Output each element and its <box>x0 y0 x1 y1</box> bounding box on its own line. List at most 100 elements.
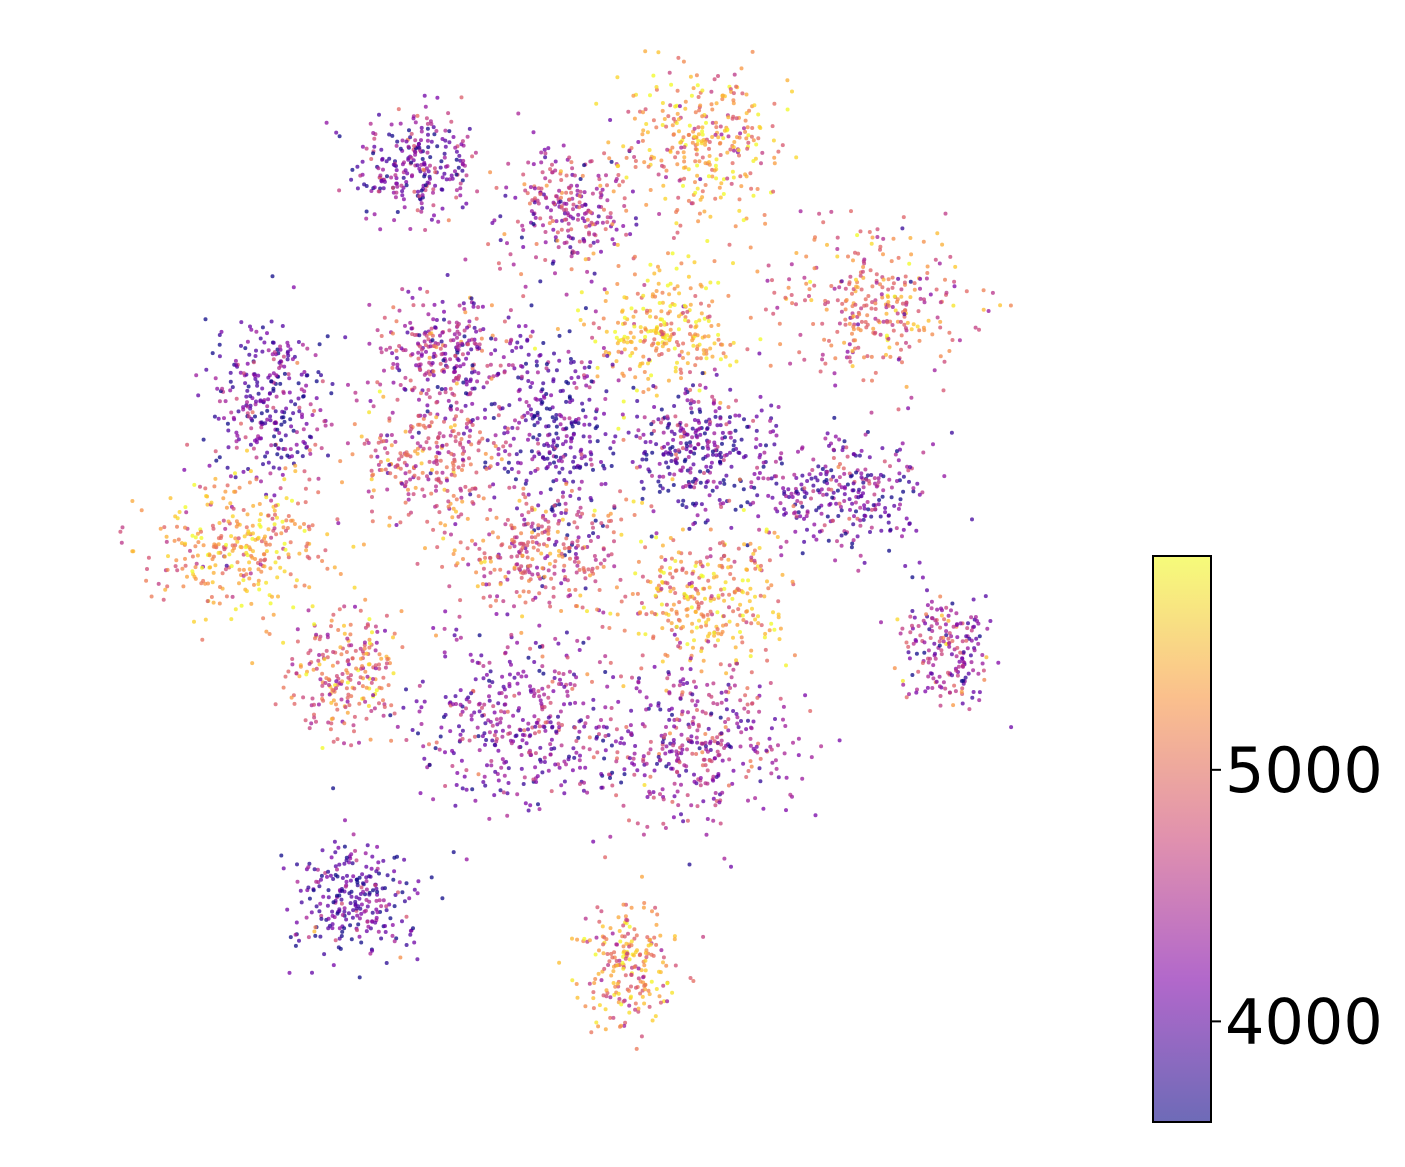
data-point <box>320 559 325 563</box>
data-point <box>943 211 948 216</box>
data-point <box>274 532 279 537</box>
data-point <box>633 159 638 163</box>
data-point <box>442 530 447 535</box>
data-point <box>515 426 520 431</box>
data-point <box>393 474 398 479</box>
data-point <box>422 756 427 761</box>
data-point <box>682 303 687 308</box>
data-point <box>425 121 430 126</box>
data-point <box>461 158 466 163</box>
data-point <box>224 505 229 510</box>
data-point <box>865 500 870 504</box>
data-point <box>576 421 581 426</box>
data-point <box>535 420 540 425</box>
data-point <box>384 347 389 352</box>
data-point <box>656 264 660 269</box>
data-point <box>605 353 610 358</box>
data-point <box>865 354 870 359</box>
data-point <box>697 318 702 323</box>
data-point <box>488 464 493 469</box>
data-point <box>774 481 779 486</box>
data-point <box>119 540 124 545</box>
data-point <box>721 614 726 619</box>
data-point <box>317 662 322 667</box>
data-point <box>519 272 524 277</box>
data-point <box>907 692 911 697</box>
data-point <box>566 228 570 233</box>
data-point <box>734 658 739 663</box>
data-point <box>338 645 343 650</box>
data-point <box>381 698 385 703</box>
data-point <box>458 193 463 198</box>
data-point <box>266 348 271 353</box>
data-point <box>851 538 856 543</box>
data-point <box>696 442 701 447</box>
data-point <box>432 302 437 307</box>
data-point <box>533 595 538 600</box>
data-point <box>683 484 688 488</box>
data-point <box>331 786 336 791</box>
data-point <box>505 241 509 246</box>
data-point <box>901 489 906 494</box>
data-point <box>812 522 817 527</box>
data-point <box>556 436 560 441</box>
data-point <box>710 107 715 112</box>
data-point <box>733 413 738 418</box>
data-point <box>641 128 646 133</box>
data-point <box>285 349 290 354</box>
data-point <box>550 679 555 684</box>
data-point <box>544 392 549 396</box>
data-point <box>306 608 311 613</box>
data-point <box>432 166 437 171</box>
data-point <box>836 514 841 518</box>
data-point <box>312 715 317 720</box>
data-point <box>886 513 891 518</box>
data-point <box>705 555 709 560</box>
data-point <box>164 539 169 544</box>
data-point <box>900 441 905 446</box>
data-point <box>514 590 519 594</box>
data-point <box>467 738 472 743</box>
data-point <box>372 136 377 141</box>
data-point <box>701 613 706 618</box>
data-point <box>557 188 562 193</box>
data-point <box>335 660 340 665</box>
data-point <box>899 287 904 292</box>
data-point <box>959 679 964 683</box>
data-point <box>452 423 457 428</box>
data-point <box>714 125 719 130</box>
data-point <box>884 333 889 338</box>
data-point <box>245 411 250 416</box>
data-point <box>352 686 357 691</box>
data-point <box>539 551 544 556</box>
data-point <box>443 128 448 133</box>
data-point <box>839 533 844 538</box>
data-point <box>644 612 649 617</box>
data-point <box>467 488 472 493</box>
data-point <box>740 613 745 618</box>
data-point <box>760 150 765 155</box>
data-point <box>576 375 581 380</box>
data-point <box>534 780 539 784</box>
data-point <box>704 623 709 628</box>
data-point <box>359 666 364 671</box>
data-point <box>522 182 527 187</box>
data-point <box>488 719 493 724</box>
data-point <box>222 554 227 559</box>
data-point <box>795 499 800 503</box>
data-point <box>619 599 624 604</box>
data-point <box>683 391 688 396</box>
data-point <box>469 713 474 718</box>
data-point <box>468 428 473 433</box>
data-point <box>666 251 670 256</box>
data-point <box>670 251 675 256</box>
data-point <box>661 430 666 435</box>
data-point <box>460 178 465 183</box>
data-point <box>517 498 522 503</box>
data-point <box>358 173 363 178</box>
data-point <box>520 415 525 420</box>
data-point <box>786 285 791 290</box>
data-point <box>977 690 982 695</box>
data-point <box>578 514 583 519</box>
data-point <box>707 162 712 167</box>
